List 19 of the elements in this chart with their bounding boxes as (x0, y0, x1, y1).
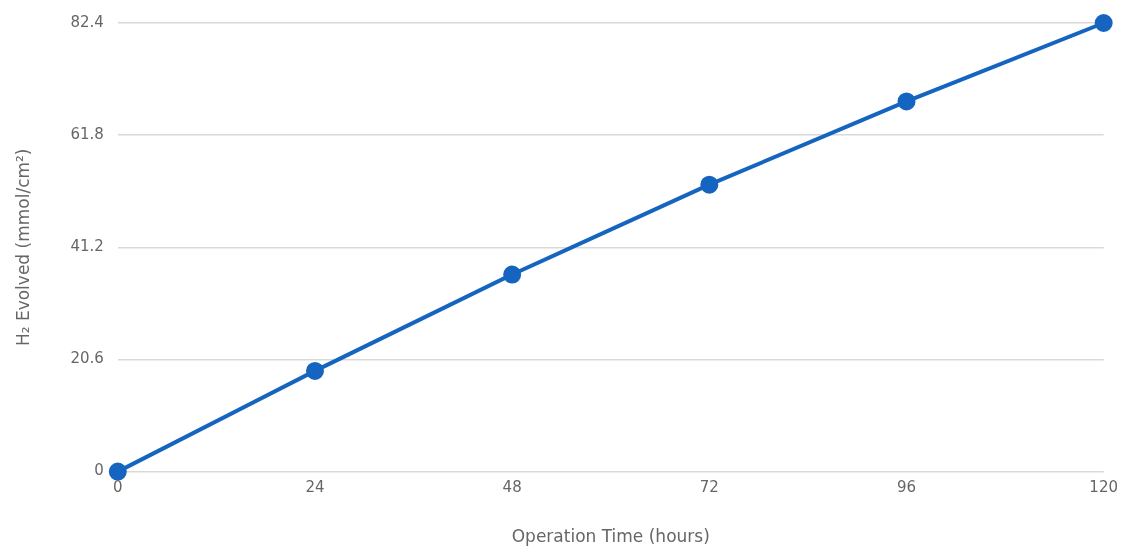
point (897, 92, 916, 111)
x-tick-label: 120 (1089, 478, 1119, 497)
x-tick-label: 24 (305, 478, 325, 497)
x-tick-label: 48 (502, 478, 522, 497)
x-axis-title: Operation Time (hours) (511, 526, 710, 547)
y-axis-title: H₂ Evolved (mmol/cm²) (12, 148, 33, 347)
point (700, 175, 719, 194)
y-tick-label: 0 (94, 461, 104, 480)
point (305, 361, 324, 380)
y-tick-label: 20.6 (70, 349, 104, 368)
y-tick-label: 41.2 (70, 237, 104, 256)
point (503, 265, 522, 284)
x-tick-label: 0 (113, 478, 123, 497)
point (108, 462, 127, 481)
x-tick-label: 72 (699, 478, 719, 497)
y-tick-label: 61.8 (70, 125, 104, 144)
point (1094, 14, 1113, 32)
x-tick-label: 96 (896, 478, 917, 497)
y-tick-label: 82.4 (70, 12, 104, 31)
